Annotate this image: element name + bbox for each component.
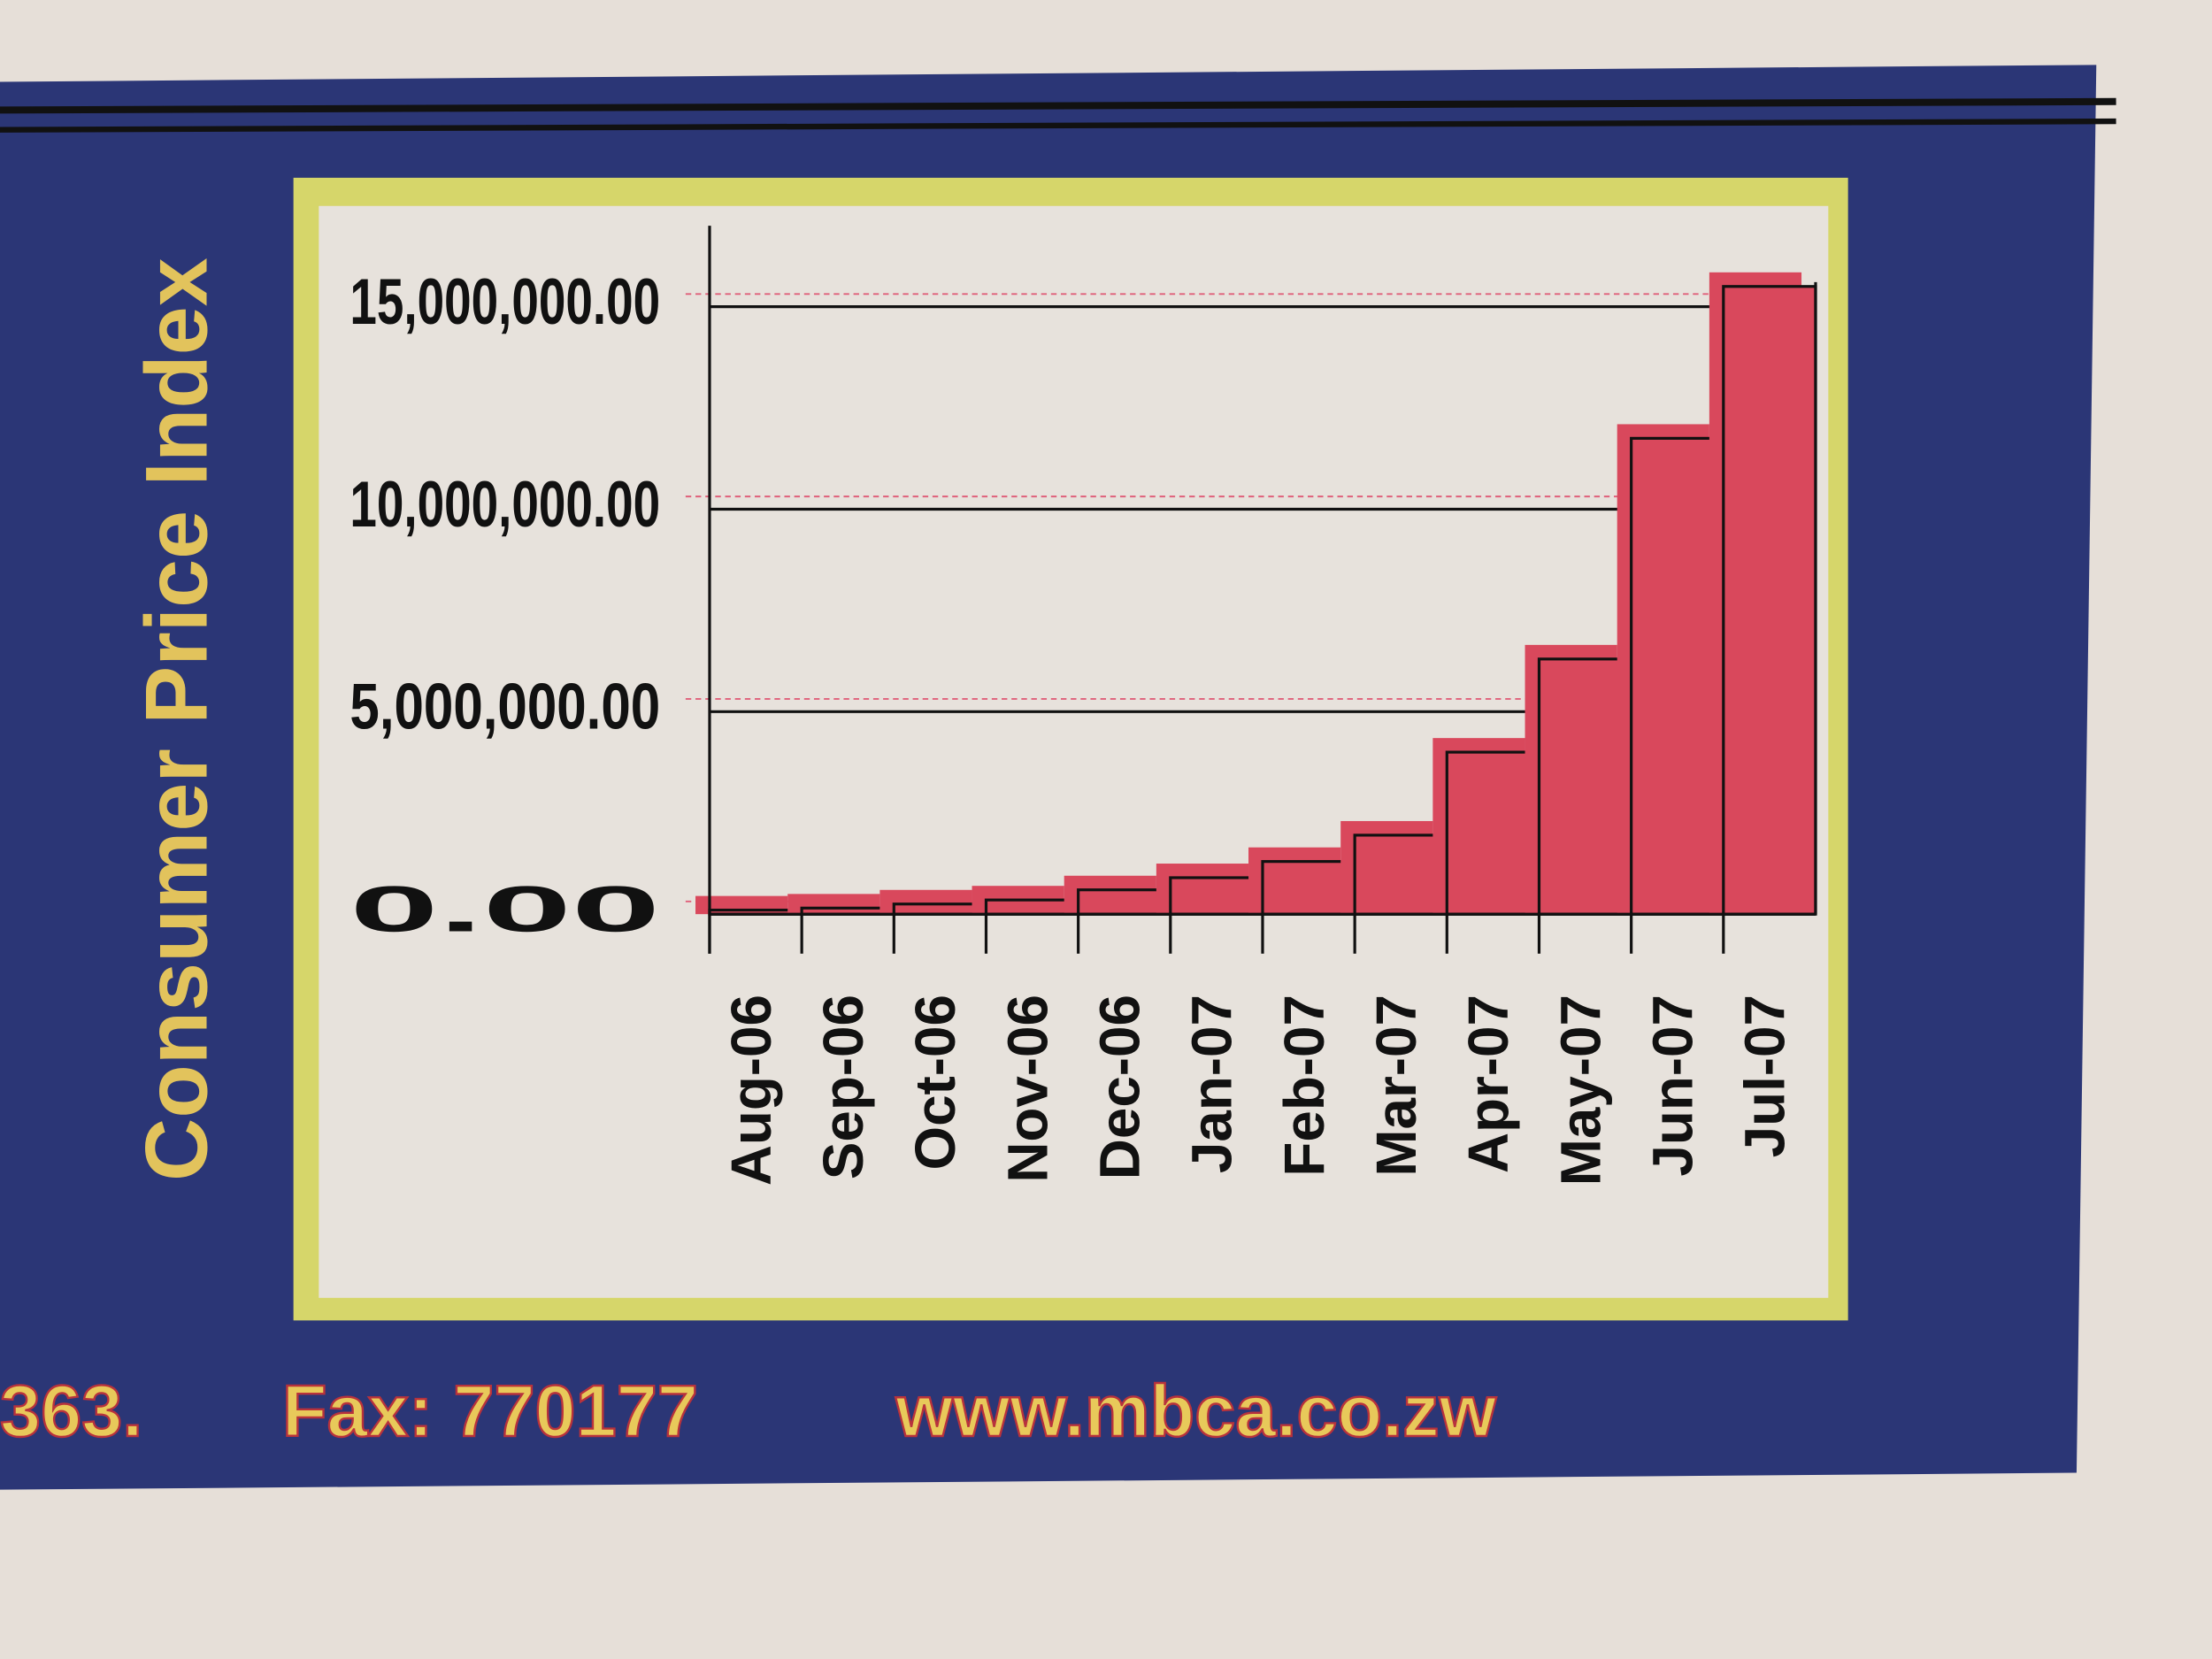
bar bbox=[1445, 750, 1541, 916]
bar bbox=[1169, 876, 1264, 916]
x-tick-label: May-07 bbox=[1548, 995, 1612, 1186]
footer-website: www.mbca.co.zw bbox=[895, 1370, 1496, 1452]
x-tick-label: Nov-06 bbox=[995, 995, 1059, 1183]
footer: 363. Fax: 770177 www.mbca.co.zw bbox=[0, 1369, 1498, 1453]
y-tick-label: 5,000,000.00 bbox=[349, 671, 660, 743]
rule-line bbox=[0, 118, 2116, 133]
y-tick-label: 15,000,000.00 bbox=[349, 265, 660, 338]
x-tick-label: Aug-06 bbox=[719, 995, 783, 1186]
x-tick-label: Jul-07 bbox=[1733, 995, 1797, 1157]
bar bbox=[1261, 860, 1356, 916]
x-tick-label: Jan-07 bbox=[1180, 995, 1244, 1173]
bar bbox=[1353, 833, 1448, 916]
footer-phone: 363. bbox=[0, 1370, 142, 1452]
x-tick-label: Dec-06 bbox=[1088, 995, 1152, 1179]
x-tick-label: Jun-07 bbox=[1641, 995, 1705, 1177]
x-tick-label: Sep-06 bbox=[811, 995, 875, 1179]
bar bbox=[1722, 285, 1817, 916]
chart-title: Consumer Price Index bbox=[127, 257, 225, 1181]
rule-line bbox=[0, 97, 2116, 114]
y-tick-label: 0.00 bbox=[349, 873, 660, 946]
x-tick-label: Apr-07 bbox=[1456, 995, 1520, 1173]
plot-area: 0.00 5,000,000.00 10,000,000.00 15,000,000.… bbox=[349, 226, 1817, 1186]
x-tick-label: Feb-07 bbox=[1272, 995, 1336, 1177]
y-tick-label: 10,000,000.00 bbox=[349, 468, 660, 541]
x-tick-label: Oct-06 bbox=[903, 995, 967, 1170]
x-tick-label: Mar-07 bbox=[1364, 995, 1428, 1177]
footer-fax: Fax: 770177 bbox=[282, 1370, 698, 1452]
